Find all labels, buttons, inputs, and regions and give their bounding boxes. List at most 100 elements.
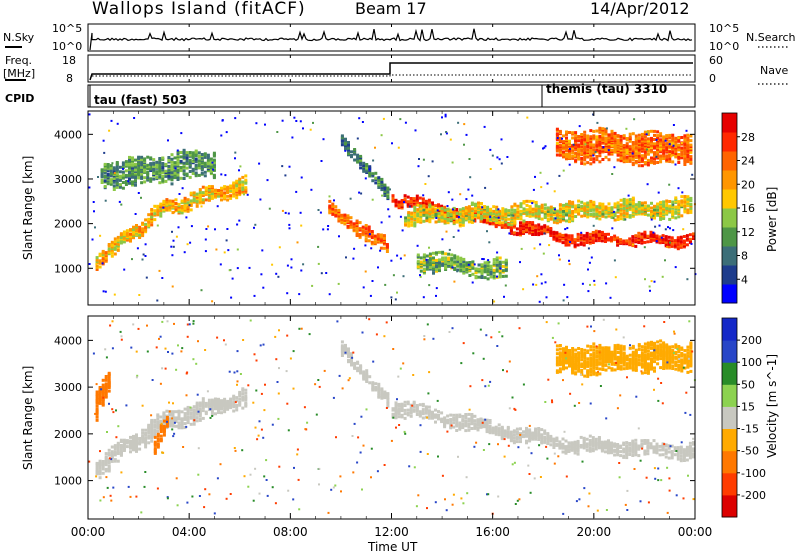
data-cell bbox=[192, 199, 196, 203]
data-cell bbox=[613, 131, 617, 135]
data-cell bbox=[188, 151, 192, 154]
data-cell bbox=[180, 426, 184, 430]
data-cell bbox=[168, 199, 172, 203]
data-cell bbox=[443, 213, 447, 217]
data-cell bbox=[628, 145, 632, 149]
power-heatmap bbox=[88, 113, 697, 303]
data-cell bbox=[149, 156, 153, 160]
data-cell bbox=[488, 421, 492, 425]
noise-cell bbox=[360, 192, 363, 195]
data-cell bbox=[165, 198, 169, 202]
data-cell bbox=[476, 418, 480, 422]
data-cell bbox=[365, 166, 369, 170]
noise-cell bbox=[390, 259, 393, 262]
data-cell bbox=[204, 186, 208, 190]
data-cell bbox=[610, 206, 614, 210]
noise-cell bbox=[594, 150, 597, 153]
noise-cell bbox=[390, 296, 393, 299]
data-cell bbox=[668, 157, 672, 161]
data-cell bbox=[571, 200, 575, 204]
data-cell bbox=[637, 241, 641, 244]
noise-cell bbox=[445, 132, 448, 135]
data-cell bbox=[355, 229, 359, 233]
data-cell bbox=[374, 171, 378, 175]
data-cell bbox=[619, 140, 623, 144]
data-cell bbox=[492, 268, 496, 272]
noise-cell bbox=[171, 285, 174, 288]
data-cell bbox=[204, 401, 208, 405]
data-cell bbox=[204, 191, 208, 195]
data-cell bbox=[616, 158, 620, 162]
data-cell bbox=[137, 155, 141, 159]
data-cell bbox=[646, 140, 650, 144]
data-cell bbox=[427, 409, 431, 413]
data-cell bbox=[214, 412, 217, 416]
data-cell bbox=[650, 159, 653, 163]
data-cell bbox=[598, 214, 602, 217]
data-cell bbox=[598, 154, 602, 158]
data-cell bbox=[464, 209, 468, 213]
data-cell bbox=[185, 159, 189, 163]
data-cell bbox=[149, 162, 153, 166]
data-cell bbox=[558, 143, 562, 147]
noise-cell bbox=[275, 272, 278, 275]
data-cell bbox=[428, 220, 432, 224]
data-cell bbox=[643, 141, 647, 145]
data-cell bbox=[347, 347, 350, 351]
data-cell bbox=[380, 180, 384, 184]
data-cell bbox=[112, 170, 116, 174]
data-cell bbox=[449, 418, 453, 421]
data-cell bbox=[495, 263, 499, 267]
data-cell bbox=[616, 138, 620, 142]
data-cell bbox=[195, 403, 199, 407]
data-cell bbox=[477, 275, 481, 279]
data-cell bbox=[465, 268, 469, 272]
data-cell bbox=[516, 212, 520, 216]
data-cell bbox=[461, 418, 465, 422]
data-cell bbox=[688, 456, 692, 460]
data-cell bbox=[677, 161, 681, 164]
noise-cell bbox=[649, 289, 651, 292]
data-cell bbox=[173, 165, 177, 169]
data-cell bbox=[156, 204, 160, 208]
data-cell bbox=[116, 459, 120, 463]
noise-cell bbox=[654, 225, 657, 228]
data-cell bbox=[424, 411, 428, 415]
data-cell bbox=[680, 136, 684, 139]
data-cell bbox=[540, 428, 544, 432]
data-cell bbox=[198, 418, 202, 422]
data-cell bbox=[386, 396, 390, 400]
data-cell bbox=[679, 235, 683, 239]
data-cell bbox=[492, 258, 496, 262]
data-cell bbox=[331, 204, 335, 208]
data-cell bbox=[464, 218, 468, 222]
data-cell bbox=[583, 214, 587, 218]
data-cell bbox=[167, 156, 171, 159]
data-cell bbox=[201, 416, 205, 420]
data-cell bbox=[686, 155, 690, 158]
data-cell bbox=[198, 414, 202, 418]
data-cell bbox=[646, 204, 650, 208]
data-cell bbox=[203, 164, 207, 167]
data-cell bbox=[561, 233, 565, 237]
data-cell bbox=[674, 196, 678, 200]
data-cell bbox=[109, 182, 113, 186]
data-cell bbox=[689, 199, 693, 203]
data-cell bbox=[656, 202, 660, 206]
data-cell bbox=[613, 202, 617, 206]
data-cell bbox=[344, 347, 347, 351]
data-cell bbox=[525, 426, 528, 430]
data-cell bbox=[371, 381, 375, 385]
data-cell bbox=[585, 238, 589, 241]
data-cell bbox=[156, 437, 160, 441]
data-cell bbox=[664, 443, 668, 447]
data-cell bbox=[515, 435, 519, 439]
noise-cell bbox=[497, 216, 500, 219]
data-cell bbox=[610, 236, 613, 240]
data-cell bbox=[474, 271, 478, 275]
data-cell bbox=[558, 203, 562, 207]
data-cell bbox=[210, 412, 214, 416]
noise-cell bbox=[592, 224, 595, 227]
data-cell bbox=[531, 221, 535, 225]
data-cell bbox=[464, 421, 468, 425]
